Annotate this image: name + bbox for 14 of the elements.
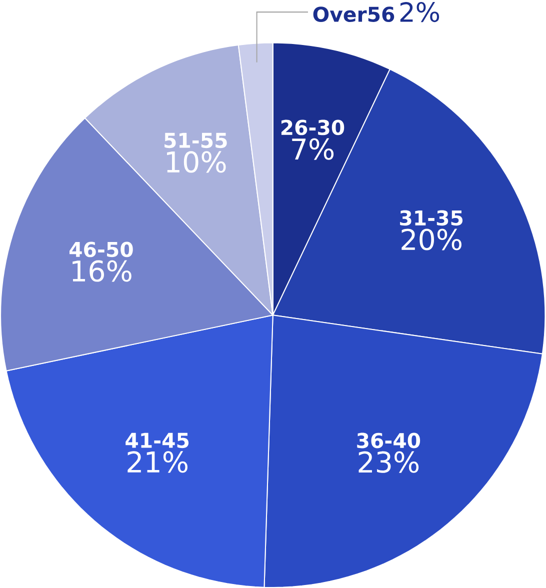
data-label: 21% (128, 451, 188, 473)
data-label: 16% (72, 260, 132, 282)
data-label: 7% (292, 138, 334, 160)
data-label: 20% (402, 228, 462, 250)
slice-label: 36-40 (357, 432, 420, 448)
slice-label: 41-45 (126, 432, 189, 448)
slice-label: 46-50 (70, 242, 134, 258)
data-label: 2% (400, 2, 440, 22)
data-label: 10% (167, 151, 226, 173)
data-label: 23% (358, 451, 419, 473)
slice-label: 31-35 (400, 210, 463, 226)
slice-label: 26-30 (282, 120, 344, 136)
slice-label: Over56 (313, 6, 394, 22)
slice-label: 51-55 (164, 132, 227, 148)
